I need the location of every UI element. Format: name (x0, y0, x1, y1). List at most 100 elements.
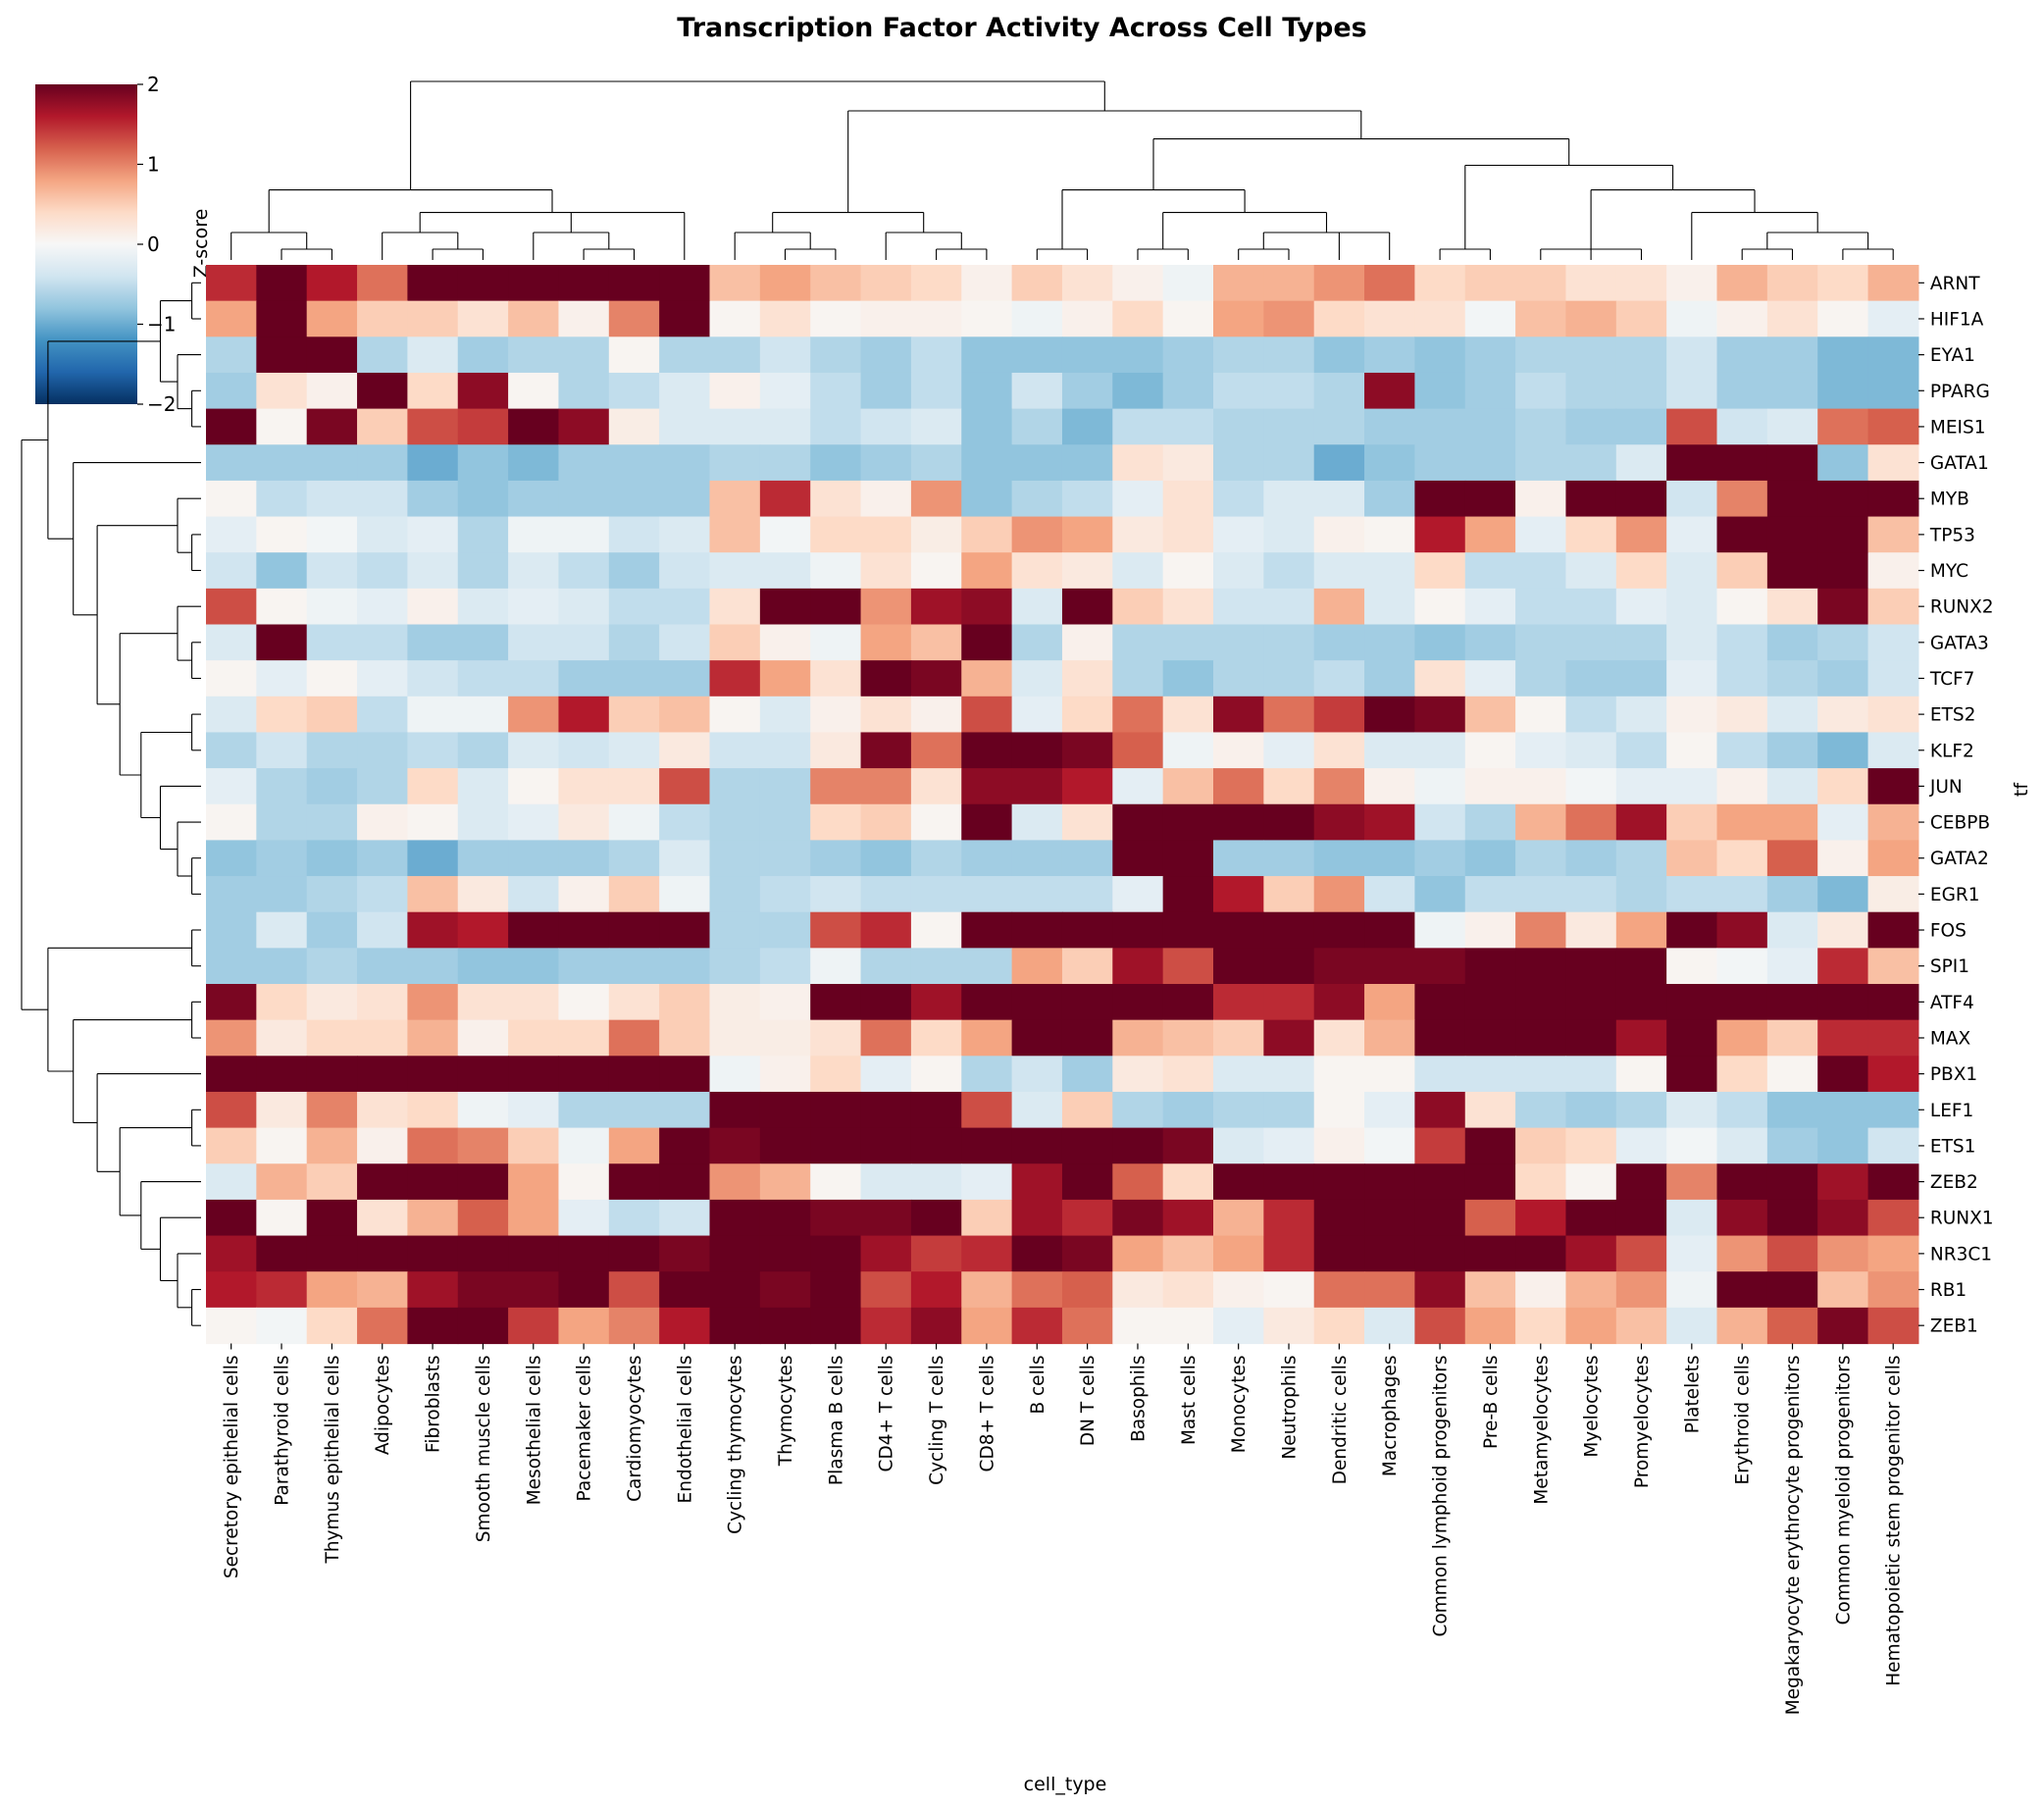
heatmap-cell (1263, 911, 1315, 949)
column-label: Parathyroid cells (273, 1356, 293, 1506)
heatmap-cell (1766, 408, 1818, 445)
heatmap-cell (659, 1235, 711, 1272)
heatmap-cell (1061, 1019, 1113, 1057)
heatmap-cell (1061, 1199, 1113, 1237)
heatmap-cell (860, 516, 912, 553)
heatmap-cell (860, 984, 912, 1021)
heatmap-cell (357, 948, 408, 985)
heatmap-cell (1666, 1199, 1718, 1237)
heatmap-cell (1817, 624, 1869, 661)
heatmap-cell (709, 300, 761, 337)
column-label: Plasma B cells (826, 1356, 846, 1486)
heatmap-cell (910, 984, 962, 1021)
heatmap-cell (457, 336, 509, 374)
heatmap-cell (1666, 732, 1718, 769)
heatmap-cell (1263, 624, 1315, 661)
heatmap-cell (1213, 911, 1264, 949)
heatmap-cell (1716, 1307, 1768, 1345)
heatmap-cell (1011, 588, 1063, 626)
heatmap-cell (759, 516, 811, 553)
heatmap-cell (759, 1199, 811, 1237)
heatmap-cell (407, 588, 459, 626)
heatmap-cell (1716, 265, 1768, 302)
heatmap-cell (256, 1235, 308, 1272)
heatmap-cell (1112, 480, 1164, 518)
heatmap-cell (558, 984, 610, 1021)
heatmap-cell (256, 1271, 308, 1309)
heatmap-cell (1061, 372, 1113, 410)
heatmap-cell (1565, 696, 1617, 734)
heatmap-cell (558, 1235, 610, 1272)
heatmap-cell (810, 732, 862, 769)
heatmap-cell (256, 876, 308, 913)
heatmap-cell (659, 948, 711, 985)
heatmap-cell (1313, 1127, 1365, 1164)
heatmap-cell (1162, 1235, 1214, 1272)
heatmap-cell (1112, 803, 1164, 841)
heatmap-cell (759, 660, 811, 697)
heatmap-cell (1364, 768, 1415, 805)
heatmap-cell (306, 265, 358, 302)
heatmap-cell (256, 552, 308, 590)
heatmap-cell (860, 732, 912, 769)
heatmap-cell (206, 768, 257, 805)
heatmap-cell (407, 660, 459, 697)
heatmap-cell (1464, 1271, 1516, 1309)
heatmap-cell (407, 1199, 459, 1237)
heatmap-cell (1414, 911, 1466, 949)
heatmap-cell (860, 1307, 912, 1345)
row-label: RUNX2 (1930, 597, 1994, 618)
heatmap-cell (407, 300, 459, 337)
heatmap-cell (1112, 588, 1164, 626)
heatmap-cell (1011, 696, 1063, 734)
heatmap-cell (910, 1307, 962, 1345)
heatmap-cell (457, 1056, 509, 1093)
heatmap-cell (759, 372, 811, 410)
colorbar-label: Z-score (190, 209, 212, 279)
heatmap-cell (558, 732, 610, 769)
heatmap-cell (1716, 408, 1768, 445)
heatmap-cell (961, 552, 1013, 590)
heatmap-cell (659, 1199, 711, 1237)
heatmap-cell (457, 1091, 509, 1129)
heatmap-cell (961, 948, 1013, 985)
heatmap-cell (1615, 840, 1667, 877)
column-label: Myelocytes (1582, 1356, 1603, 1458)
heatmap-cell (709, 1235, 761, 1272)
heatmap-cell (1061, 1127, 1113, 1164)
heatmap-cell (910, 1091, 962, 1129)
heatmap-cell (608, 624, 660, 661)
heatmap-cell (1263, 1307, 1315, 1345)
heatmap-cell (910, 408, 962, 445)
heatmap-cell (1364, 840, 1415, 877)
heatmap-cell (457, 1019, 509, 1057)
heatmap-cell (357, 1163, 408, 1201)
heatmap-cell (1666, 660, 1718, 697)
heatmap-cell (709, 1127, 761, 1164)
heatmap-cell (659, 732, 711, 769)
heatmap-cell (1313, 1163, 1365, 1201)
heatmap-cell (1716, 984, 1768, 1021)
heatmap-cell (961, 1271, 1013, 1309)
heatmap-cell (1766, 336, 1818, 374)
heatmap-cell (256, 336, 308, 374)
heatmap-cell (1213, 840, 1264, 877)
heatmap-cell (1414, 624, 1466, 661)
heatmap-cell (1666, 624, 1718, 661)
heatmap-cell (357, 552, 408, 590)
heatmap-cell (1364, 265, 1415, 302)
heatmap-cell (1263, 372, 1315, 410)
heatmap-cell (1565, 1199, 1617, 1237)
heatmap-cell (558, 300, 610, 337)
heatmap-cell (1011, 480, 1063, 518)
heatmap-cell (1263, 768, 1315, 805)
heatmap-cell (1313, 480, 1365, 518)
heatmap-cell (1867, 624, 1919, 661)
heatmap-cell (1766, 732, 1818, 769)
heatmap-cell (306, 516, 358, 553)
heatmap-cell (1666, 1163, 1718, 1201)
heatmap-cell (306, 300, 358, 337)
heatmap-cell (1565, 768, 1617, 805)
heatmap-cell (206, 1091, 257, 1129)
row-label: PBX1 (1930, 1064, 1977, 1085)
